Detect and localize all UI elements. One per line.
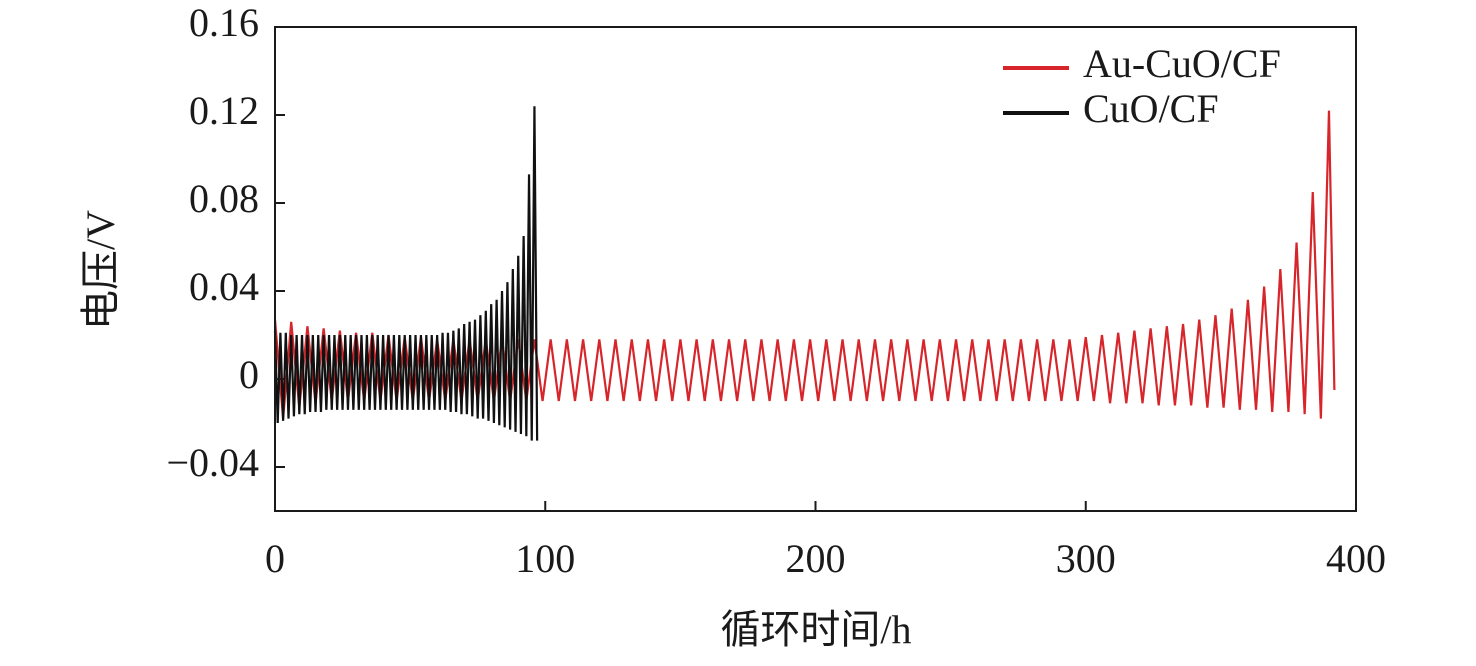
y-tick-label: 0.12 [189, 88, 259, 133]
y-tick-label: 0.16 [189, 0, 259, 45]
y-tick-label: 0.04 [189, 264, 259, 309]
series-line [273, 106, 539, 441]
x-tick-label: 200 [786, 536, 846, 581]
x-tick-label: 0 [265, 536, 285, 581]
x-tick-label: 300 [1056, 536, 1116, 581]
x-axis-label: 循环时间/h [720, 607, 911, 652]
y-tick-label: 0 [239, 352, 259, 397]
x-tick-label: 100 [515, 536, 575, 581]
y-tick-label: 0.08 [189, 176, 259, 221]
y-axis-label: 电压/V [78, 210, 123, 330]
x-tick-label: 400 [1326, 536, 1386, 581]
legend-label: CuO/CF [1083, 86, 1219, 131]
y-tick-label: −0.04 [166, 440, 259, 485]
legend-label: Au-CuO/CF [1083, 41, 1281, 86]
